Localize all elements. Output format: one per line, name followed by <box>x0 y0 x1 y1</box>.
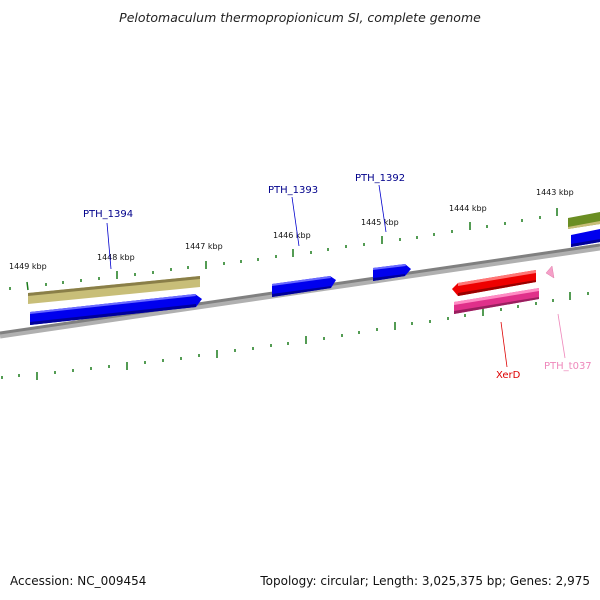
gene-label-PTH_t037[interactable]: PTH_t037 <box>544 361 592 372</box>
scale-label-1444: 1444 kbp <box>449 204 487 213</box>
scale-label-1446: 1446 kbp <box>273 231 311 240</box>
leader-PTH_1394 <box>106 222 112 270</box>
blue-gene-left[interactable] <box>30 294 202 325</box>
gene-label-PTH_1394[interactable]: PTH_1394 <box>83 209 133 220</box>
blue-gene-right[interactable] <box>571 229 600 247</box>
gene-label-XerD[interactable]: XerD <box>496 370 521 381</box>
gene-label-PTH_1392[interactable]: PTH_1392 <box>355 173 405 184</box>
scale-label-1448: 1448 kbp <box>97 253 135 262</box>
accession-text: Accession: NC_009454 <box>10 574 147 588</box>
red-gene-XerD[interactable] <box>452 270 536 296</box>
dark-olive-gene-right[interactable] <box>568 212 600 229</box>
blue-gene-PTH_1392[interactable] <box>373 264 411 281</box>
lower-tick-ring <box>1 292 589 380</box>
genome-summary-text: Topology: circular; Length: 3,025,375 bp… <box>260 574 590 588</box>
trna-PTH_t037[interactable] <box>545 265 555 279</box>
leader-XerD <box>500 321 508 368</box>
blue-gene-PTH_1393[interactable] <box>272 276 336 297</box>
map-title: Pelotomaculum thermopropionicum SI, comp… <box>119 10 481 25</box>
leader-PTH_1392 <box>378 184 387 233</box>
gene-label-PTH_1393[interactable]: PTH_1393 <box>268 185 318 196</box>
leader-PTH_1393 <box>291 196 300 247</box>
scale-label-1443: 1443 kbp <box>536 188 574 197</box>
scale-label-1447: 1447 kbp <box>185 242 223 251</box>
upper-tick-ring <box>9 208 558 291</box>
leader-PTH_t037 <box>557 313 566 359</box>
pink-gene[interactable] <box>454 288 539 314</box>
scale-label-1445: 1445 kbp <box>361 218 399 227</box>
scale-label-1449: 1449 kbp <box>9 262 47 271</box>
olive-gene-left[interactable] <box>28 276 200 304</box>
